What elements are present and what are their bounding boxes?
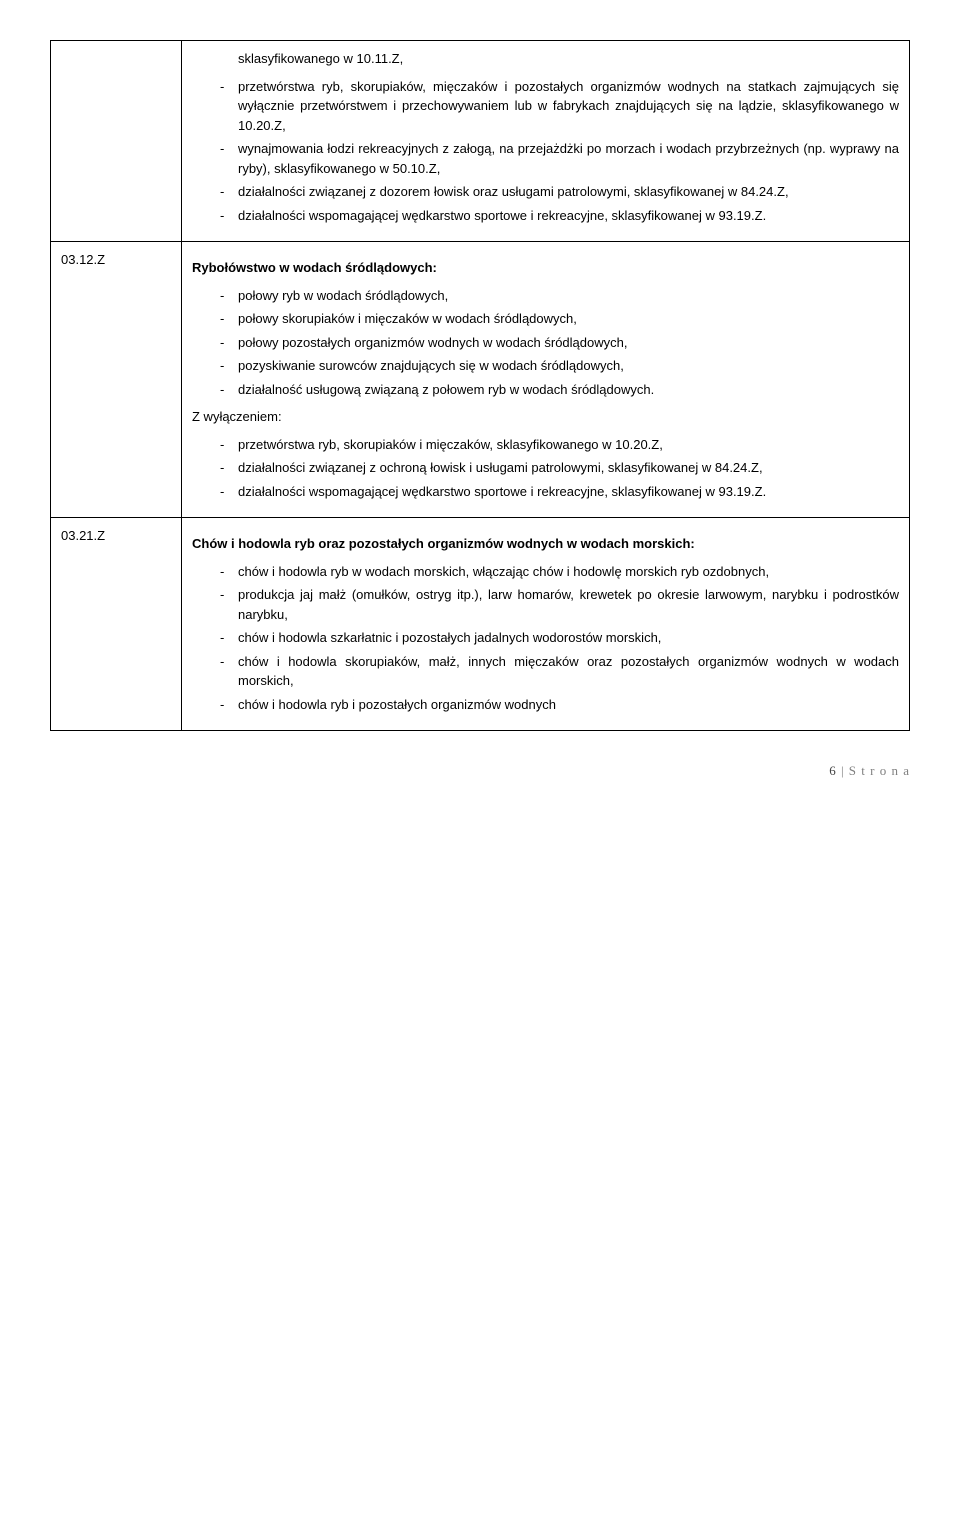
list-item: pozyskiwanie surowców znajdujących się w… — [220, 356, 899, 376]
content-cell: sklasyfikowanego w 10.11.Z, przetwórstwa … — [182, 41, 910, 242]
page-footer: 6 | S t r o n a — [50, 761, 910, 781]
intro-text: sklasyfikowanego w 10.11.Z, — [192, 49, 899, 69]
table-row: 03.12.ZRybołówstwo w wodach śródlądowych… — [51, 242, 910, 518]
list-item: działalności wspomagającej wędkarstwo sp… — [220, 482, 899, 502]
list-item: chów i hodowla ryb w wodach morskich, wł… — [220, 562, 899, 582]
code-cell: 03.12.Z — [51, 242, 182, 518]
list-item: działalności związanej z ochroną łowisk … — [220, 458, 899, 478]
list-item: połowy ryb w wodach śródlądowych, — [220, 286, 899, 306]
content-cell: Rybołówstwo w wodach śródlądowych: połowy… — [182, 242, 910, 518]
list-item: działalność usługową związaną z połowem … — [220, 380, 899, 400]
list-item: chów i hodowla skorupiaków, małż, innych… — [220, 652, 899, 691]
list-item: chów i hodowla szkarłatnic i pozostałych… — [220, 628, 899, 648]
list-item: wynajmowania łodzi rekreacyjnych z załog… — [220, 139, 899, 178]
list-item: działalności związanej z dozorem łowisk … — [220, 182, 899, 202]
code-cell: 03.21.Z — [51, 518, 182, 731]
content-cell: Chów i hodowla ryb oraz pozostałych orga… — [182, 518, 910, 731]
list-item: przetwórstwa ryb, skorupiaków i mięczakó… — [220, 435, 899, 455]
list-item: produkcja jaj małż (omułków, ostryg itp.… — [220, 585, 899, 624]
list-item: połowy pozostałych organizmów wodnych w … — [220, 333, 899, 353]
item-list: chów i hodowla ryb w wodach morskich, wł… — [192, 562, 899, 715]
item-list: przetwórstwa ryb, skorupiaków, mięczaków… — [192, 77, 899, 226]
table-row: sklasyfikowanego w 10.11.Z, przetwórstwa … — [51, 41, 910, 242]
row-title: Chów i hodowla ryb oraz pozostałych orga… — [192, 534, 899, 554]
list-item: działalności wspomagającej wędkarstwo sp… — [220, 206, 899, 226]
table-row: 03.21.Z Chów i hodowla ryb oraz pozostały… — [51, 518, 910, 731]
list-item: chów i hodowla ryb i pozostałych organiz… — [220, 695, 899, 715]
code-cell — [51, 41, 182, 242]
footer-sep: | — [837, 763, 849, 778]
subheading: Z wyłączeniem: — [192, 407, 899, 427]
list-item: przetwórstwa ryb, skorupiaków, mięczaków… — [220, 77, 899, 136]
item-list: połowy ryb w wodach śródlądowych, połowy … — [192, 286, 899, 400]
page-number: 6 — [829, 763, 837, 778]
row-title: Rybołówstwo w wodach śródlądowych: — [192, 258, 899, 278]
list-item: połowy skorupiaków i mięczaków w wodach … — [220, 309, 899, 329]
classification-table: sklasyfikowanego w 10.11.Z, przetwórstwa … — [50, 40, 910, 731]
item-list: przetwórstwa ryb, skorupiaków i mięczakó… — [192, 435, 899, 502]
footer-label: S t r o n a — [849, 763, 910, 778]
